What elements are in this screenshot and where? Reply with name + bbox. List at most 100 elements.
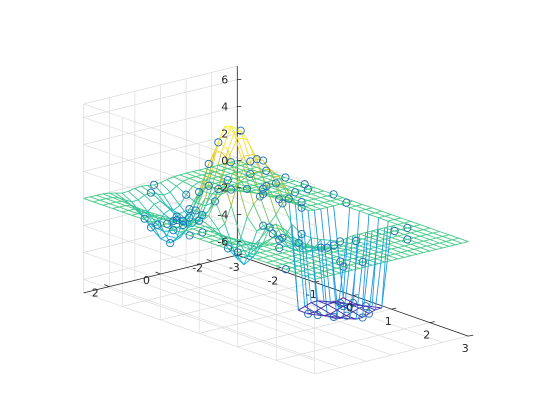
- mesh-segment: [365, 207, 373, 210]
- mesh-segment: [195, 190, 203, 203]
- mesh-segment: [218, 142, 229, 150]
- mesh-segment: [394, 230, 405, 235]
- mesh-segment: [160, 238, 171, 244]
- mesh-segment: [154, 200, 161, 205]
- mesh-segment: [227, 159, 235, 171]
- mesh-segment: [269, 243, 277, 246]
- mesh-segment: [365, 305, 376, 311]
- data-marker: [185, 213, 194, 222]
- mesh-segment: [217, 163, 225, 166]
- mesh-segment: [346, 259, 357, 264]
- mesh-segment: [368, 248, 379, 253]
- z-tick-label: 4: [221, 101, 228, 114]
- mesh-segment: [288, 180, 296, 183]
- mesh-segment: [102, 193, 113, 199]
- mesh-segment: [346, 237, 357, 242]
- data-marker: [185, 231, 194, 240]
- mesh-segment: [163, 191, 171, 196]
- mesh-segment: [346, 202, 357, 207]
- mesh-segment: [355, 205, 366, 210]
- mesh-segment: [169, 191, 181, 206]
- mesh-segment: [195, 174, 203, 178]
- mesh-segment: [211, 176, 219, 179]
- mesh-segment: [307, 198, 315, 202]
- mesh-segment: [413, 235, 421, 239]
- mesh-segment: [150, 227, 161, 239]
- mesh-segment: [352, 200, 363, 205]
- y-tick-mark: [155, 271, 161, 275]
- data-marker: [364, 309, 373, 318]
- z-tick-label: -2: [217, 182, 228, 195]
- mesh-segment: [282, 262, 290, 265]
- mesh-segment: [211, 188, 219, 195]
- mesh-segment: [397, 245, 405, 248]
- mesh-segment: [394, 242, 405, 247]
- mesh-segment: [269, 175, 280, 180]
- mesh-segment: [436, 235, 443, 239]
- mesh-segment: [211, 151, 222, 189]
- mesh-segment: [202, 231, 213, 237]
- mesh-segment: [221, 237, 229, 249]
- mesh-segment: [208, 215, 219, 230]
- data-marker: [194, 216, 204, 225]
- mesh-segment: [320, 238, 331, 241]
- mesh-segment: [416, 240, 424, 244]
- mesh-segment: [371, 207, 382, 212]
- mesh-segment: [147, 211, 158, 226]
- mesh-segment: [269, 185, 277, 188]
- mesh-segment: [378, 261, 386, 265]
- mesh-segment: [304, 302, 312, 307]
- mesh-segment: [246, 203, 255, 218]
- mesh-segment: [275, 214, 287, 235]
- mesh-segment: [301, 201, 312, 206]
- mesh-segment: [202, 190, 212, 195]
- mesh-segment: [243, 181, 254, 186]
- mesh-segment: [432, 232, 443, 237]
- mesh-segment: [128, 190, 139, 201]
- data-marker: [178, 216, 188, 225]
- mesh-segment: [121, 190, 129, 194]
- mesh-segment: [259, 252, 270, 257]
- mesh-segment: [304, 243, 315, 248]
- mesh-segment: [144, 218, 155, 228]
- mesh-segment: [134, 187, 145, 196]
- mesh-segment: [141, 208, 152, 214]
- mesh-segment: [359, 210, 370, 215]
- data-marker: [195, 187, 204, 197]
- mesh-segment: [432, 242, 440, 245]
- mesh-segment: [250, 189, 257, 192]
- mesh-segment: [455, 242, 463, 246]
- mesh-segment: [387, 219, 395, 222]
- mesh-segment: [201, 185, 209, 192]
- mesh-segment: [227, 137, 238, 160]
- mesh-segment: [198, 169, 209, 174]
- mesh-segment: [221, 149, 229, 176]
- mesh-segment: [304, 205, 315, 211]
- mesh-segment: [400, 251, 411, 257]
- mesh-segment: [214, 181, 222, 184]
- mesh-segment: [243, 179, 251, 183]
- mesh-segment: [352, 258, 363, 263]
- mesh-segment: [227, 168, 238, 173]
- mesh-segment: [260, 242, 270, 246]
- mesh-segment: [343, 254, 354, 259]
- mesh-segment: [247, 243, 258, 249]
- mesh-segment: [234, 176, 241, 180]
- data-marker: [268, 229, 277, 238]
- data-marker: [172, 215, 181, 225]
- data-marker: [150, 180, 159, 189]
- mesh-segment: [275, 203, 283, 216]
- data-marker: [169, 216, 178, 226]
- mesh-segment: [295, 272, 306, 277]
- mesh-segment: [384, 225, 392, 229]
- mesh-segment: [189, 235, 200, 240]
- mesh-segment: [227, 166, 235, 170]
- mesh-segment: [221, 169, 232, 175]
- mesh-segment: [285, 186, 293, 190]
- mesh-segment: [330, 239, 341, 242]
- mesh-segment: [115, 201, 123, 203]
- data-marker: [214, 138, 223, 147]
- mesh-segment: [304, 262, 312, 266]
- mesh-segment: [295, 260, 306, 266]
- mesh-segment: [243, 156, 251, 175]
